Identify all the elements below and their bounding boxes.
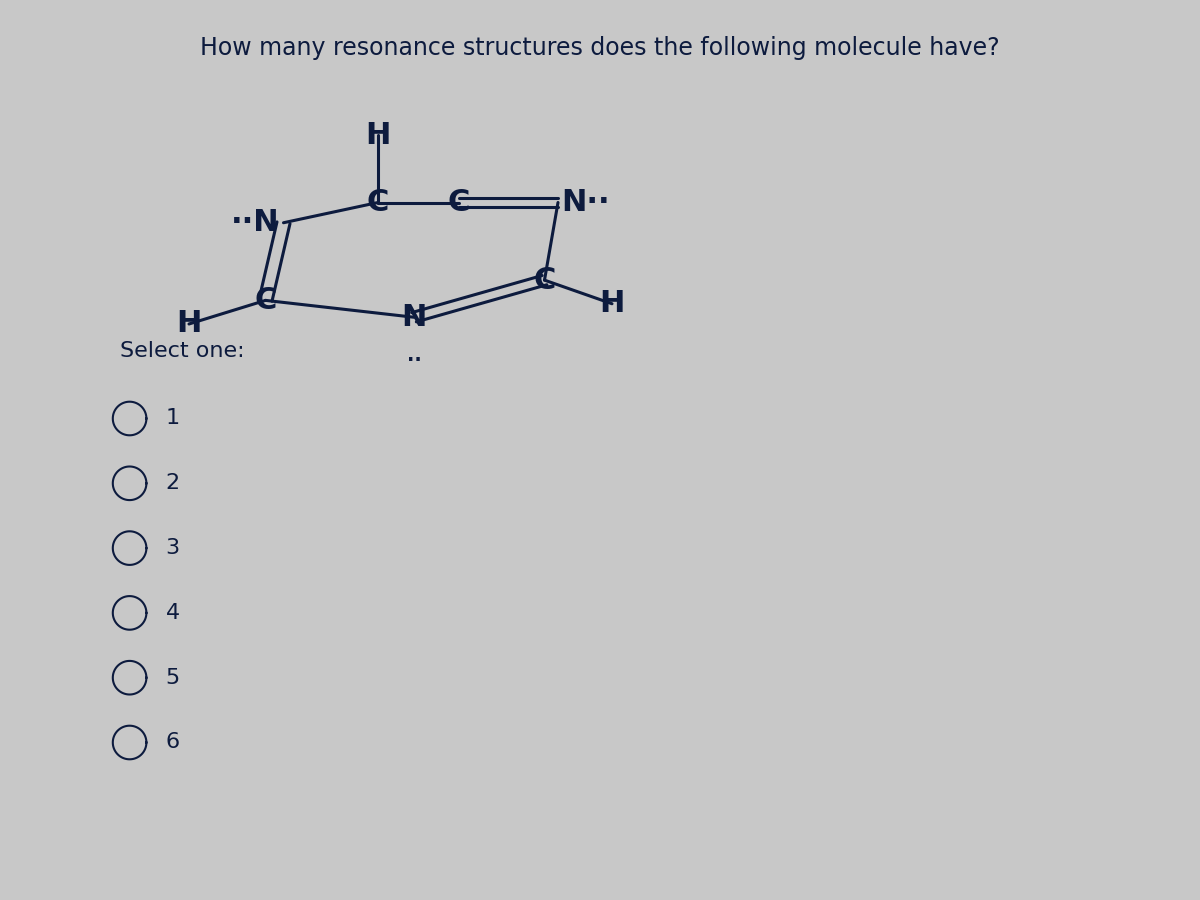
Text: H: H (176, 310, 202, 338)
Text: 4: 4 (166, 603, 180, 623)
Text: 3: 3 (166, 538, 180, 558)
Text: C: C (254, 286, 277, 315)
Text: N: N (401, 302, 427, 332)
Text: 1: 1 (166, 409, 180, 428)
Text: ··N: ··N (232, 208, 280, 238)
Text: C: C (448, 188, 470, 217)
Text: 6: 6 (166, 733, 180, 752)
Text: H: H (599, 289, 625, 319)
Text: C: C (533, 266, 556, 294)
Text: How many resonance structures does the following molecule have?: How many resonance structures does the f… (200, 36, 1000, 60)
Text: H: H (365, 121, 391, 149)
Text: 2: 2 (166, 473, 180, 493)
Text: N··: N·· (562, 188, 611, 217)
Text: ··: ·· (407, 352, 421, 371)
Text: 5: 5 (166, 668, 180, 688)
Text: Select one:: Select one: (120, 341, 245, 361)
Text: C: C (367, 188, 389, 217)
